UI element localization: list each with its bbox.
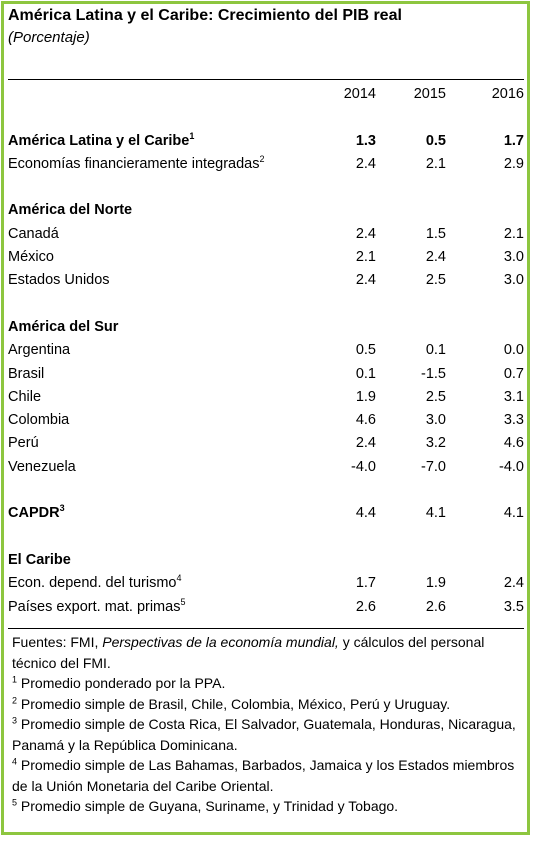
row-label: Economías financieramente integradas2 (8, 154, 265, 172)
row-label: Canadá (8, 225, 59, 242)
row-label: Estados Unidos (8, 272, 110, 289)
row-label: Argentina (8, 342, 71, 359)
cell-value: 2.5 (425, 388, 446, 405)
cell-value: 4.4 (355, 505, 376, 522)
table-row: Brasil 0.1 -1.5 0.7 (8, 362, 524, 385)
cell-value: 1.9 (425, 575, 446, 592)
cell-value: 4.6 (355, 412, 376, 429)
section-heading: América del Norte (8, 202, 133, 219)
cell-value: 1.7 (503, 132, 524, 149)
table-row: Economías financieramente integradas2 2.… (8, 153, 524, 176)
cell-value: 2.1 (355, 249, 376, 266)
cell-value: 3.5 (503, 598, 524, 615)
cell-value: 2.4 (503, 575, 524, 592)
cell-value: 0.1 (355, 365, 376, 382)
cell-value: 0.5 (355, 342, 376, 359)
cell-value: -4.0 (351, 458, 376, 475)
cell-value: 2.1 (503, 225, 524, 242)
top-rule (8, 79, 524, 80)
section-heading-row: América del Norte (8, 199, 524, 222)
table-header: América Latina y el Caribe: Crecimiento … (8, 6, 523, 48)
footnote-3: 3 Promedio simple de Costa Rica, El Salv… (12, 715, 516, 753)
cell-value: 1.7 (355, 575, 376, 592)
table-row: México 2.1 2.4 3.0 (8, 246, 524, 269)
cell-value: 2.4 (425, 249, 446, 266)
cell-value: 2.5 (425, 272, 446, 289)
section-heading-row: América del Sur (8, 316, 524, 339)
table-row: América Latina y el Caribe1 1.3 0.5 1.7 (8, 129, 524, 152)
cell-value: -1.5 (421, 365, 446, 382)
cell-value: 0.0 (503, 342, 524, 359)
row-label: Venezuela (8, 458, 76, 475)
cell-value: 2.4 (355, 225, 376, 242)
section-heading: América del Sur (8, 318, 119, 335)
cell-value: 2.4 (355, 272, 376, 289)
row-label: Colombia (8, 412, 70, 429)
cell-value: 2.6 (355, 598, 376, 615)
table-row: Países export. mat. primas5 2.6 2.6 3.5 (8, 595, 524, 618)
cell-value: 0.7 (503, 365, 524, 382)
year-header: 2015 (413, 86, 446, 102)
year-header-row: 2014 2015 2016 (8, 82, 524, 106)
table-row: Perú 2.4 3.2 4.6 (8, 432, 524, 455)
row-label: Brasil (8, 365, 45, 382)
cell-value: 1.9 (355, 388, 376, 405)
year-header: 2016 (491, 86, 524, 102)
table-row: Venezuela -4.0 -7.0 -4.0 (8, 455, 524, 478)
table-subtitle: (Porcentaje) (8, 29, 90, 46)
cell-value: 3.2 (425, 435, 446, 452)
table-title: América Latina y el Caribe: Crecimiento … (8, 7, 402, 24)
footnote-2: 2 Promedio simple de Brasil, Chile, Colo… (12, 694, 451, 712)
row-label: Chile (8, 388, 42, 405)
section-heading-row: El Caribe (8, 549, 524, 572)
cell-value: 2.4 (355, 155, 376, 172)
cell-value: 0.5 (425, 132, 446, 149)
footnote-1: 1 Promedio ponderado por la PPA. (12, 674, 226, 691)
row-label: América Latina y el Caribe1 (8, 130, 195, 149)
cell-value: -7.0 (421, 458, 446, 475)
table-row: Estados Unidos 2.4 2.5 3.0 (8, 269, 524, 292)
row-label: Econ. depend. del turismo4 (8, 573, 182, 592)
cell-value: 3.1 (503, 388, 524, 405)
row-label: CAPDR3 (8, 503, 65, 522)
cell-value: 4.6 (503, 435, 524, 452)
bottom-rule (8, 628, 524, 629)
cell-value: 3.3 (503, 412, 524, 429)
cell-value: 2.1 (425, 155, 446, 172)
table-row: Chile 1.9 2.5 3.1 (8, 386, 524, 409)
table-frame (1, 1, 530, 835)
row-label: Países export. mat. primas5 (8, 596, 186, 615)
cell-value: 2.9 (503, 155, 524, 172)
cell-value: 3.0 (425, 412, 446, 429)
cell-value: 3.0 (503, 249, 524, 266)
table-row: Colombia 4.6 3.0 3.3 (8, 409, 524, 432)
table-row: Canadá 2.4 1.5 2.1 (8, 222, 524, 245)
cell-value: 3.0 (503, 272, 524, 289)
source-note: Fuentes: FMI, Perspectivas de la economí… (12, 634, 485, 671)
row-label: México (8, 249, 54, 266)
cell-value: 4.1 (503, 505, 524, 522)
table-row: Argentina 0.5 0.1 0.0 (8, 339, 524, 362)
footnotes: Fuentes: FMI, Perspectivas de la economí… (12, 632, 522, 817)
footnote-4: 4 Promedio simple de Las Bahamas, Barbad… (12, 756, 515, 794)
cell-value: -4.0 (499, 458, 524, 475)
cell-value: 0.1 (425, 342, 446, 359)
cell-value: 1.3 (355, 132, 376, 149)
cell-value: 1.5 (425, 225, 446, 242)
row-label: Perú (8, 435, 39, 452)
table-row: Econ. depend. del turismo4 1.7 1.9 2.4 (8, 572, 524, 595)
cell-value: 2.6 (425, 598, 446, 615)
footnote-5: 5 Promedio simple de Guyana, Suriname, y… (12, 797, 399, 814)
table-row: CAPDR3 4.4 4.1 4.1 (8, 502, 524, 525)
cell-value: 2.4 (355, 435, 376, 452)
section-heading: El Caribe (8, 551, 71, 568)
year-header: 2014 (343, 86, 376, 102)
cell-value: 4.1 (425, 505, 446, 522)
growth-table: 2014 2015 2016 América Latina y el Carib… (8, 82, 524, 619)
